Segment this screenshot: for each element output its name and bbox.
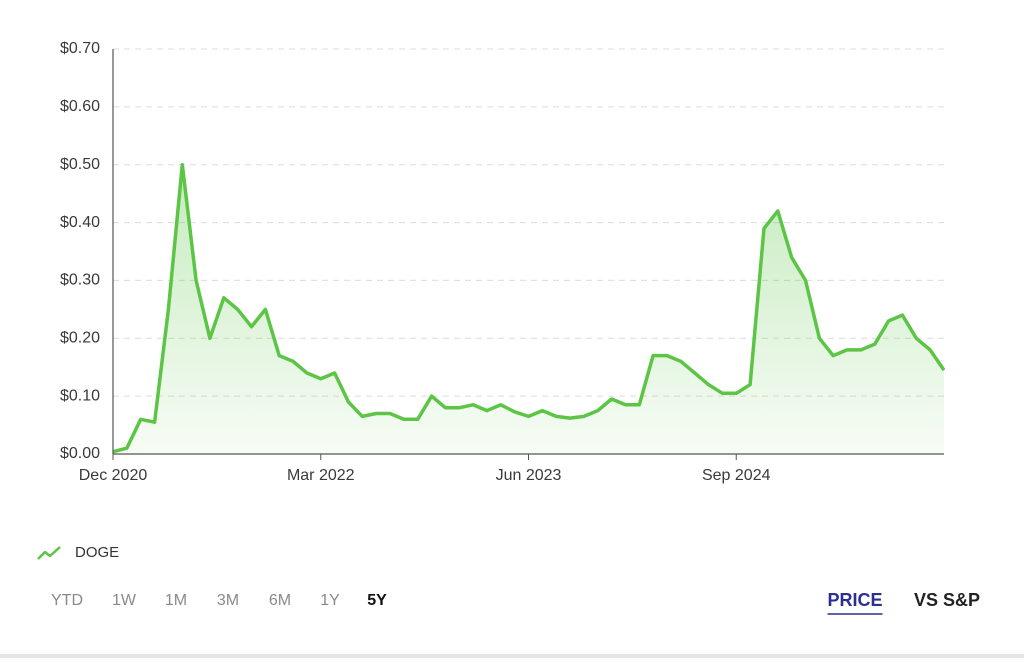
view-tab[interactable]: PRICE [827, 590, 882, 610]
x-tick-label: Sep 2024 [702, 467, 771, 484]
area [113, 164, 944, 454]
y-tick-label: $0.50 [60, 156, 100, 173]
view-tab[interactable]: VS S&P [914, 590, 980, 610]
line [112, 162, 946, 454]
y-tick-label: $0.10 [60, 387, 100, 404]
x-tick-label: Mar 2022 [287, 467, 355, 484]
bottom-bar [0, 654, 1024, 658]
range-button[interactable]: YTD [51, 592, 83, 609]
x-tick-label: Jun 2023 [496, 467, 562, 484]
range-button[interactable]: 1M [165, 592, 187, 609]
range-button[interactable]: 1W [112, 592, 137, 609]
range-button[interactable]: 5Y [367, 592, 387, 609]
range-button[interactable]: 3M [217, 592, 239, 609]
x-tick-label: Dec 2020 [79, 467, 148, 484]
legend-label: DOGE [75, 544, 119, 561]
y-tick-label: $0.70 [60, 40, 100, 57]
y-tick-label: $0.00 [60, 445, 100, 462]
y-tick-label: $0.40 [60, 214, 100, 231]
legend-icon [37, 546, 61, 560]
range-button[interactable]: 6M [269, 592, 291, 609]
y-tick-label: $0.20 [60, 330, 100, 347]
y-tick-label: $0.30 [60, 272, 100, 289]
y-tick-label: $0.60 [60, 98, 100, 115]
range-button[interactable]: 1Y [320, 592, 340, 609]
